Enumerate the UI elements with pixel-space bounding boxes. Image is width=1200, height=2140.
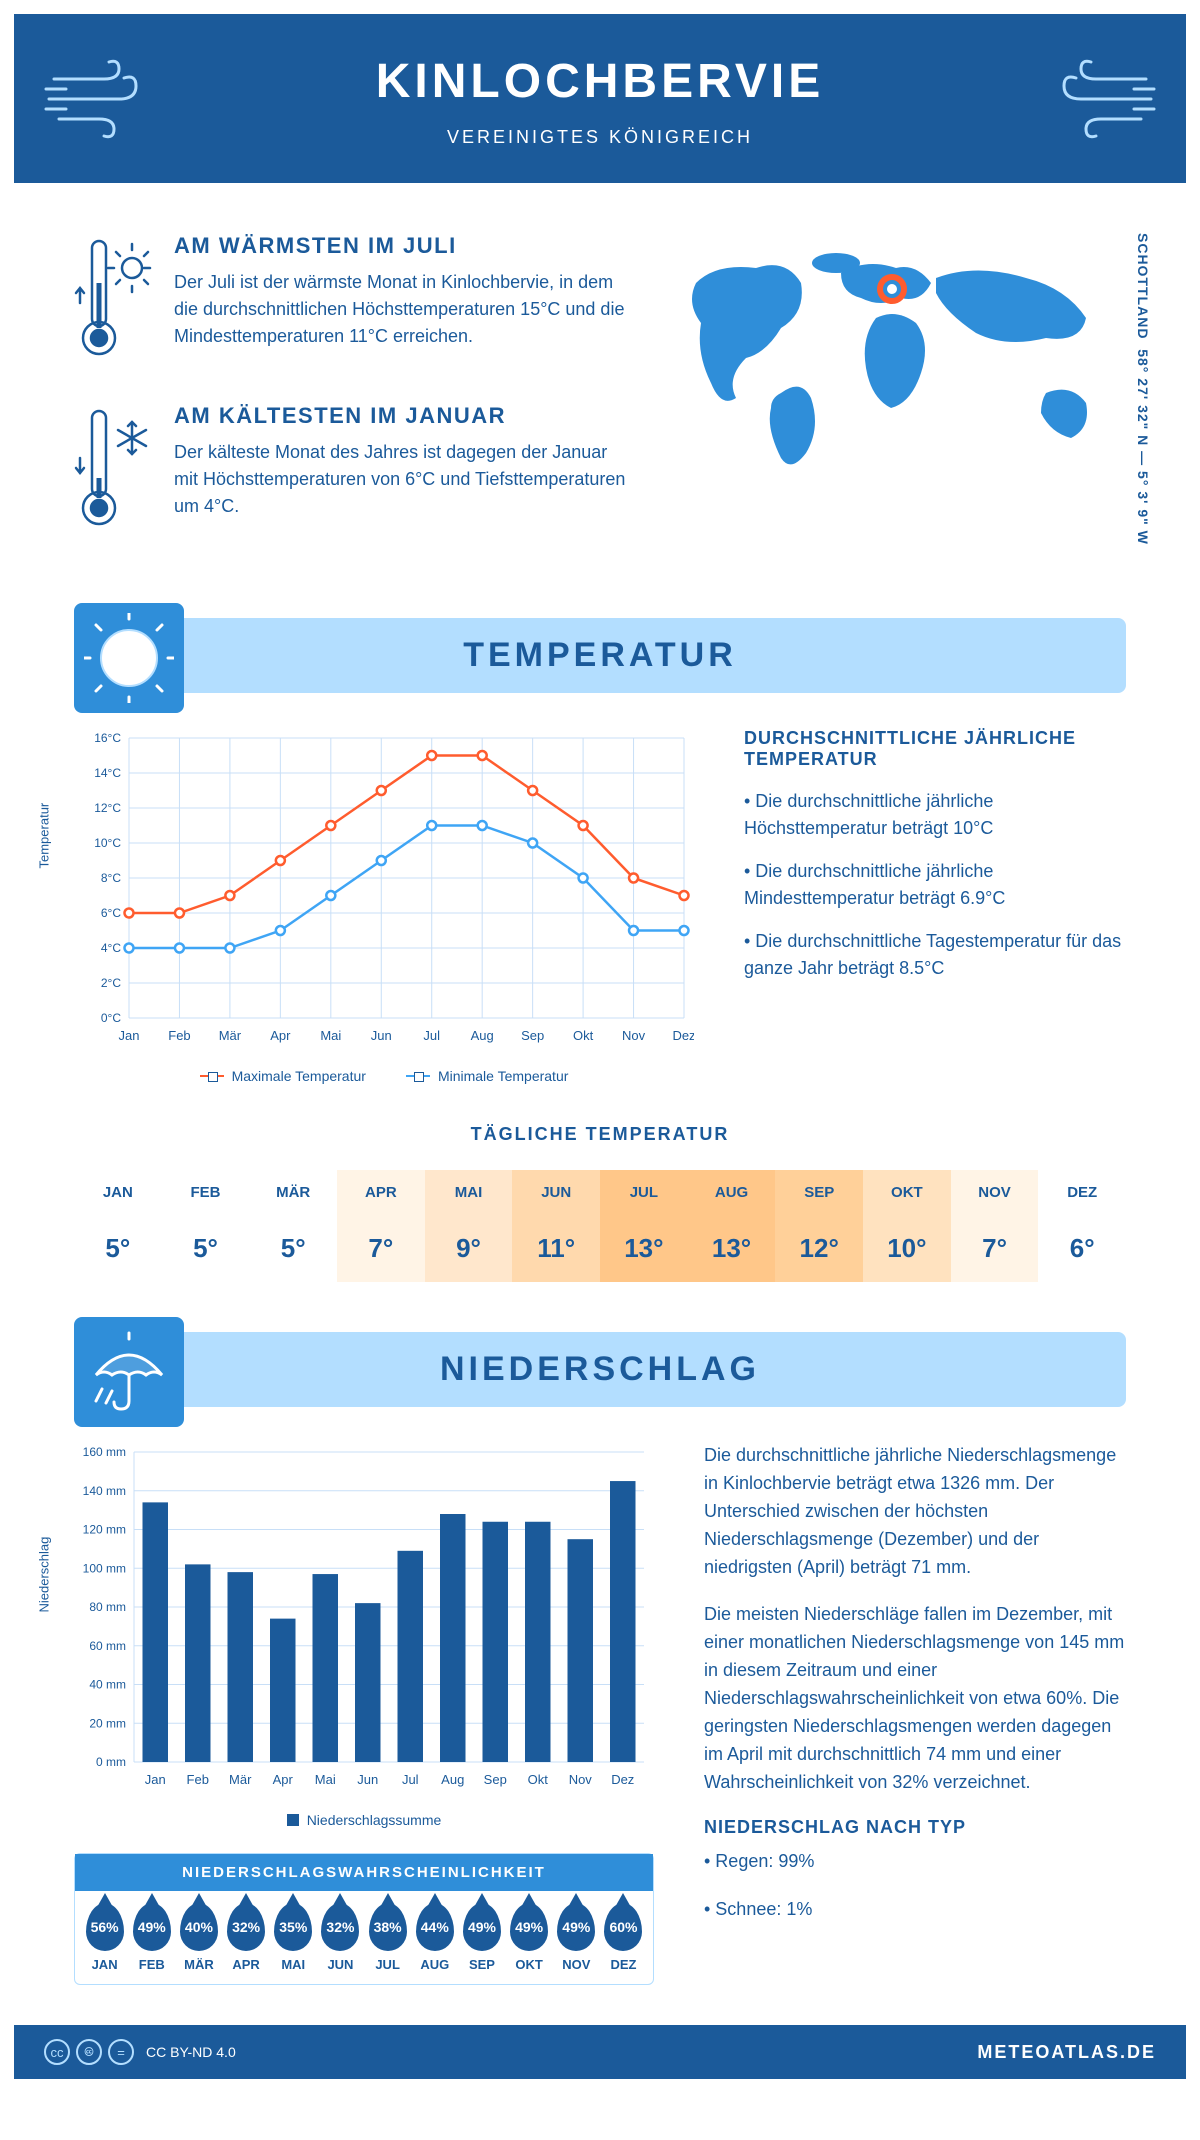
- svg-text:160 mm: 160 mm: [83, 1445, 126, 1459]
- svg-text:0 mm: 0 mm: [96, 1755, 126, 1769]
- wind-decoration-icon: [1046, 54, 1156, 149]
- fact-cold-heading: AM KÄLTESTEN IM JANUAR: [174, 403, 626, 429]
- footer: cc🅭= CC BY-ND 4.0 METEOATLAS.DE: [14, 2025, 1186, 2079]
- umbrella-icon: [74, 1317, 184, 1427]
- rainfall-bar-chart: Niederschlag 0 mm20 mm40 mm60 mm80 mm100…: [74, 1442, 654, 1828]
- temp-cell: APR7°: [337, 1170, 425, 1282]
- svg-text:Apr: Apr: [273, 1772, 294, 1787]
- svg-text:Mär: Mär: [219, 1028, 242, 1043]
- svg-text:140 mm: 140 mm: [83, 1484, 126, 1498]
- svg-text:Nov: Nov: [569, 1772, 593, 1787]
- section-title-temp: TEMPERATUR: [104, 636, 1096, 675]
- svg-text:Nov: Nov: [622, 1028, 646, 1043]
- temp-cell: MAI9°: [425, 1170, 513, 1282]
- thermometer-snow-icon: [74, 403, 154, 538]
- svg-text:2°C: 2°C: [101, 976, 121, 990]
- temp-cell: JUN11°: [512, 1170, 600, 1282]
- svg-text:Feb: Feb: [187, 1772, 209, 1787]
- svg-text:Jan: Jan: [145, 1772, 166, 1787]
- svg-text:40 mm: 40 mm: [89, 1678, 126, 1692]
- license-text: CC BY-ND 4.0: [146, 2044, 236, 2060]
- svg-text:14°C: 14°C: [94, 766, 121, 780]
- svg-text:Jul: Jul: [402, 1772, 419, 1787]
- fact-warm-heading: AM WÄRMSTEN IM JULI: [174, 233, 626, 259]
- prob-cell: 56%JAN: [81, 1903, 128, 1972]
- page-title: KINLOCHBERVIE: [34, 54, 1166, 109]
- temp-cell: JUL13°: [600, 1170, 688, 1282]
- svg-text:Feb: Feb: [168, 1028, 190, 1043]
- svg-text:12°C: 12°C: [94, 801, 121, 815]
- svg-text:Okt: Okt: [573, 1028, 594, 1043]
- map-marker-icon: [876, 273, 908, 310]
- svg-text:0°C: 0°C: [101, 1011, 121, 1025]
- section-head-rain: NIEDERSCHLAG: [74, 1332, 1126, 1407]
- svg-text:Jun: Jun: [371, 1028, 392, 1043]
- svg-text:16°C: 16°C: [94, 731, 121, 745]
- fact-coldest: AM KÄLTESTEN IM JANUAR Der kälteste Mona…: [74, 403, 626, 538]
- daily-temp-table: TÄGLICHE TEMPERATUR JAN5°FEB5°MÄR5°APR7°…: [74, 1124, 1126, 1282]
- svg-text:6°C: 6°C: [101, 906, 121, 920]
- prob-cell: 49%SEP: [458, 1903, 505, 1972]
- svg-text:80 mm: 80 mm: [89, 1600, 126, 1614]
- svg-text:20 mm: 20 mm: [89, 1716, 126, 1730]
- temp-info: DURCHSCHNITTLICHE JÄHRLICHE TEMPERATUR •…: [744, 728, 1126, 1084]
- fact-cold-text: Der kälteste Monat des Jahres ist dagege…: [174, 439, 626, 520]
- svg-text:60 mm: 60 mm: [89, 1639, 126, 1653]
- temp-cell: AUG13°: [688, 1170, 776, 1282]
- svg-text:8°C: 8°C: [101, 871, 121, 885]
- fact-warm-text: Der Juli ist der wärmste Monat in Kinloc…: [174, 269, 626, 350]
- prob-cell: 49%NOV: [553, 1903, 600, 1972]
- prob-cell: 44%AUG: [411, 1903, 458, 1972]
- prob-cell: 60%DEZ: [600, 1903, 647, 1972]
- svg-text:Dez: Dez: [672, 1028, 694, 1043]
- fact-warmest: AM WÄRMSTEN IM JULI Der Juli ist der wär…: [74, 233, 626, 368]
- svg-text:Sep: Sep: [484, 1772, 507, 1787]
- svg-text:Aug: Aug: [441, 1772, 464, 1787]
- prob-cell: 49%OKT: [506, 1903, 553, 1972]
- temp-cell: NOV7°: [951, 1170, 1039, 1282]
- temp-cell: MÄR5°: [249, 1170, 337, 1282]
- temp-cell: FEB5°: [162, 1170, 250, 1282]
- svg-text:Jan: Jan: [119, 1028, 140, 1043]
- prob-cell: 49%FEB: [128, 1903, 175, 1972]
- svg-text:100 mm: 100 mm: [83, 1561, 126, 1575]
- temp-cell: OKT10°: [863, 1170, 951, 1282]
- prob-cell: 38%JUL: [364, 1903, 411, 1972]
- world-map: [666, 233, 1126, 498]
- temperature-line-chart: Temperatur 0°C2°C4°C6°C8°C10°C12°C14°C16…: [74, 728, 694, 1053]
- svg-text:Mär: Mär: [229, 1772, 252, 1787]
- svg-text:Mai: Mai: [320, 1028, 341, 1043]
- svg-text:10°C: 10°C: [94, 836, 121, 850]
- svg-text:120 mm: 120 mm: [83, 1523, 126, 1537]
- svg-text:Aug: Aug: [471, 1028, 494, 1043]
- prob-cell: 32%JUN: [317, 1903, 364, 1972]
- temp-cell: SEP12°: [775, 1170, 863, 1282]
- rain-info: Die durchschnittliche jährliche Niedersc…: [704, 1442, 1126, 1985]
- header: KINLOCHBERVIE VEREINIGTES KÖNIGREICH: [14, 14, 1186, 183]
- svg-text:Dez: Dez: [611, 1772, 634, 1787]
- svg-text:Apr: Apr: [270, 1028, 291, 1043]
- svg-text:Okt: Okt: [528, 1772, 549, 1787]
- section-head-temperature: TEMPERATUR: [74, 618, 1126, 693]
- prob-cell: 35%MAI: [270, 1903, 317, 1972]
- svg-text:Sep: Sep: [521, 1028, 544, 1043]
- cc-license-icon: cc🅭=: [44, 2039, 134, 2065]
- site-name: METEOATLAS.DE: [977, 2042, 1156, 2063]
- svg-text:Jul: Jul: [423, 1028, 440, 1043]
- svg-text:4°C: 4°C: [101, 941, 121, 955]
- section-title-rain: NIEDERSCHLAG: [104, 1350, 1096, 1389]
- rain-probability-table: NIEDERSCHLAGSWAHRSCHEINLICHKEIT 56%JAN49…: [74, 1853, 654, 1985]
- coordinates: SCHOTTLAND 58° 27' 32" N — 5° 3' 9" W: [1135, 233, 1151, 545]
- svg-text:Jun: Jun: [357, 1772, 378, 1787]
- svg-text:Mai: Mai: [315, 1772, 336, 1787]
- temp-cell: JAN5°: [74, 1170, 162, 1282]
- sun-icon: [74, 603, 184, 713]
- page-subtitle: VEREINIGTES KÖNIGREICH: [34, 127, 1166, 148]
- prob-cell: 40%MÄR: [175, 1903, 222, 1972]
- thermometer-sun-icon: [74, 233, 154, 368]
- temp-cell: DEZ6°: [1038, 1170, 1126, 1282]
- prob-cell: 32%APR: [223, 1903, 270, 1972]
- wind-decoration-icon: [44, 54, 154, 149]
- temp-legend: Maximale Temperatur Minimale Temperatur: [74, 1068, 694, 1084]
